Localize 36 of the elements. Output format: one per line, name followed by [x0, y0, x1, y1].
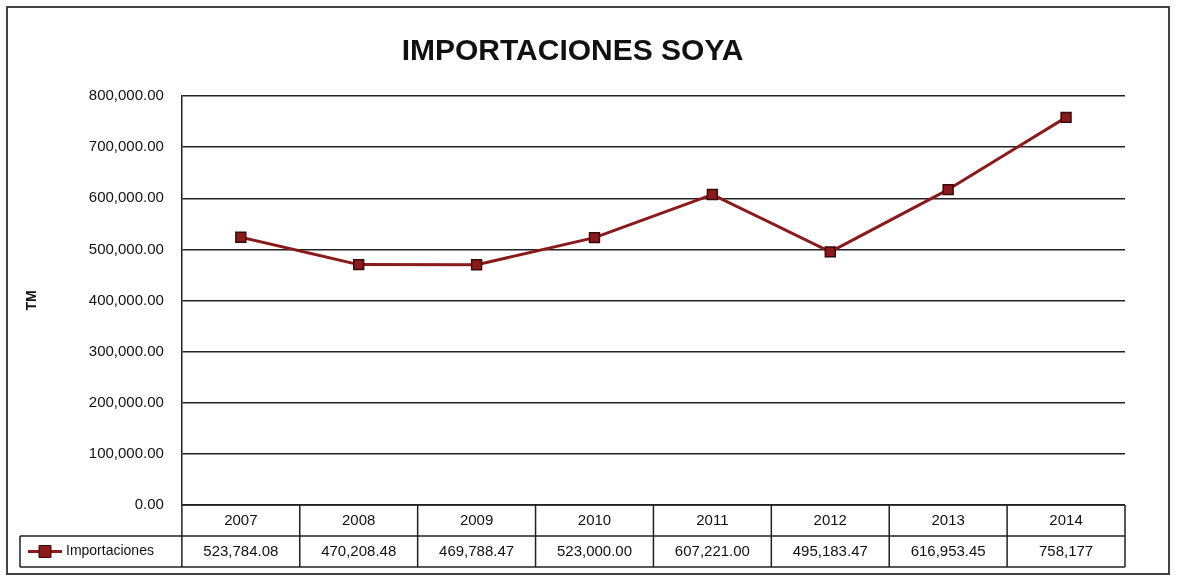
y-tick-label: 200,000.00 [88, 392, 164, 410]
data-label: 495,183.47 [792, 541, 868, 559]
y-tick-label: 700,000.00 [88, 137, 164, 155]
x-tick-label: 2008 [342, 510, 376, 528]
data-label: 470,208.48 [321, 541, 397, 559]
x-tick-label: 2014 [1049, 510, 1083, 528]
legend-label: Importaciones [66, 542, 154, 559]
y-tick-label: 800,000.00 [88, 86, 164, 104]
point [470, 259, 483, 271]
x-tick-label: 2012 [813, 510, 847, 528]
x-tick-label: 2013 [931, 510, 965, 528]
point [1060, 111, 1072, 124]
y-tick-label: 400,000.00 [88, 290, 164, 308]
x-tick-label: 2011 [696, 510, 729, 528]
data-label: 607,221.00 [674, 541, 750, 559]
data-label: 616,953.45 [910, 541, 986, 559]
y-axis-title: TM [23, 290, 40, 311]
point [353, 258, 365, 271]
x-tick-label: 2010 [577, 510, 612, 528]
point [942, 183, 954, 196]
x-tick-label: 2009 [459, 510, 494, 528]
data-label: 523,784.08 [203, 541, 279, 559]
y-tick-label: 500,000.00 [88, 239, 164, 257]
y-tick-label: 0.00 [134, 495, 164, 513]
x-tick-label: 2007 [224, 510, 258, 528]
point [706, 188, 719, 201]
point [235, 231, 247, 243]
point [588, 231, 601, 244]
chart-title: IMPORTACIONES SOYA [401, 33, 744, 67]
y-tick-label: 600,000.00 [88, 188, 164, 206]
y-tick-label: 100,000.00 [88, 444, 164, 462]
point [824, 246, 836, 258]
data-label: 469,788.47 [439, 541, 515, 559]
data-label: 523,000.00 [556, 541, 633, 559]
y-tick-label: 300,000.00 [88, 341, 164, 359]
data-label: 758,177 [1038, 541, 1094, 559]
